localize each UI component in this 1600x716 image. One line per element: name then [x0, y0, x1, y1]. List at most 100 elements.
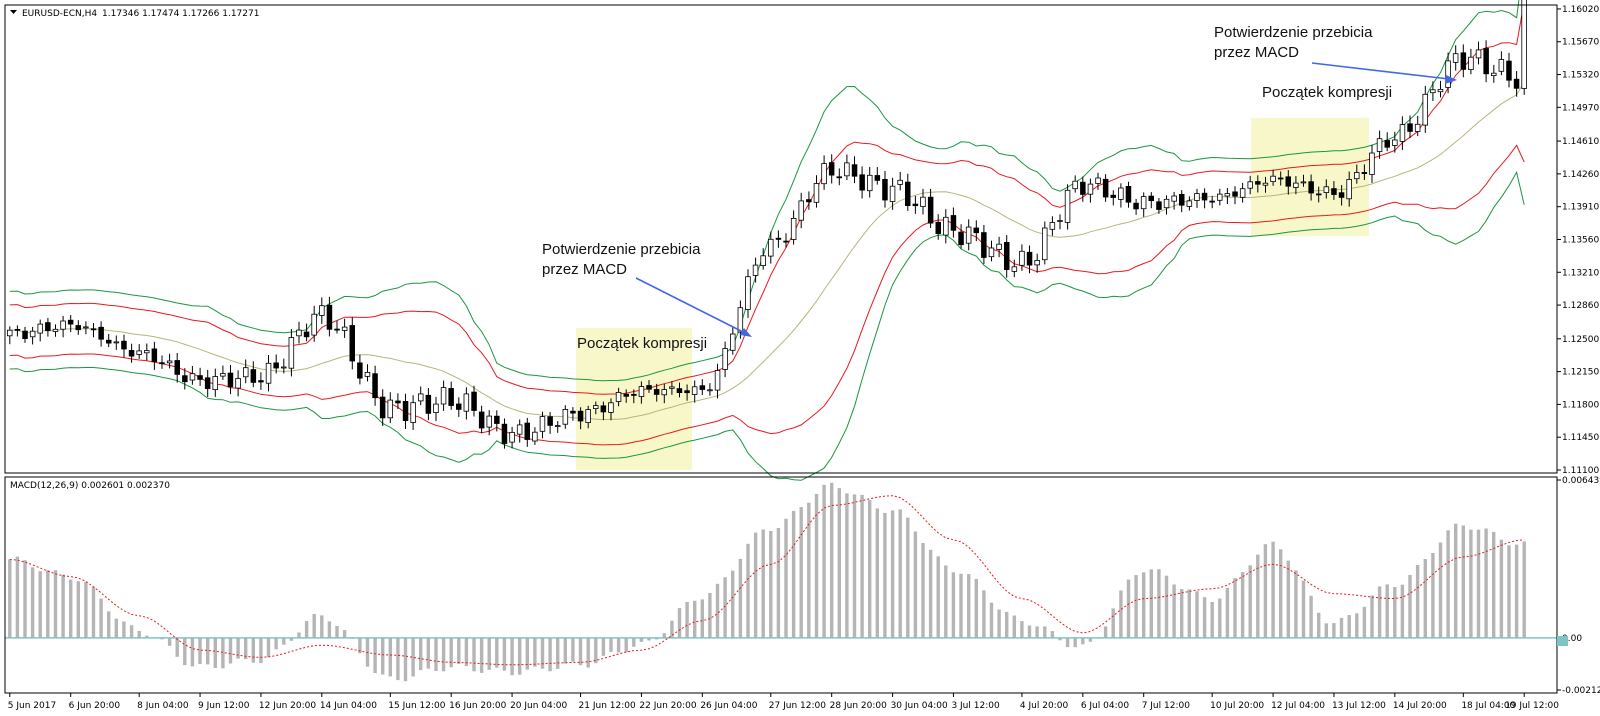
macd-bar: [571, 637, 575, 662]
macd-bar: [731, 570, 735, 638]
macd-bar: [578, 637, 583, 666]
annotations: Potwierdzenie przebicia przez MACD Potwi…: [542, 24, 1457, 352]
candle-body: [851, 164, 858, 177]
time-tick-label: 28 Jun 20:00: [830, 701, 887, 711]
candle-body: [151, 348, 158, 363]
macd-bar: [251, 637, 255, 663]
candle-body: [106, 339, 112, 344]
macd-bar: [145, 635, 149, 638]
macd-bar: [304, 621, 309, 638]
candle-body: [768, 238, 774, 257]
candle-body: [547, 416, 553, 426]
macd-bar: [266, 637, 271, 658]
macd-label: MACD(12,26,9) 0.002601 0.002370: [10, 481, 170, 491]
macd-bar: [989, 602, 994, 638]
candle-body: [1064, 189, 1071, 223]
macd-bar: [784, 518, 788, 638]
macd-bar: [1347, 615, 1351, 638]
candle-body: [1452, 53, 1459, 63]
macd-bar: [1431, 553, 1435, 638]
macd-bar: [540, 637, 545, 669]
bollinger-bands: [9, 0, 1525, 481]
macd-bar: [601, 637, 606, 656]
macd-bar: [183, 637, 187, 666]
macd-bar: [1408, 574, 1412, 638]
candle-body: [60, 320, 66, 330]
macd-bar: [883, 512, 887, 638]
candle-body: [7, 329, 13, 337]
main-price-panel[interactable]: EURUSD-ECN,H4 1.17346 1.17474 1.17266 1.…: [4, 0, 1599, 481]
time-tick-label: 10 Jul 20:00: [1210, 701, 1264, 711]
candle-body: [1392, 139, 1398, 146]
candle-body: [52, 328, 59, 332]
candle-body: [1004, 241, 1010, 270]
macd-bar: [358, 637, 362, 654]
macd-bar: [1263, 544, 1268, 638]
candle-body: [1475, 49, 1482, 59]
candle-body: [1445, 60, 1451, 88]
macd-bar: [563, 637, 567, 664]
candle-body: [1239, 188, 1246, 198]
macd-bar: [1157, 569, 1161, 638]
price-tick-label: 1.11800: [1562, 400, 1599, 410]
time-tick-label: 12 Jul 04:00: [1271, 701, 1325, 711]
candle-body: [943, 216, 949, 236]
candle-body: [265, 362, 272, 384]
candle-body: [1277, 177, 1284, 180]
chevron-down-icon[interactable]: [10, 10, 17, 14]
candle-body: [1422, 93, 1429, 126]
macd-bar: [99, 598, 103, 638]
candle-body: [745, 276, 751, 310]
macd-bar: [373, 637, 377, 673]
candle-body: [296, 329, 302, 337]
macd-bar: [769, 530, 773, 638]
macd-bar: [807, 502, 811, 638]
candle-body: [372, 373, 378, 399]
candle-body: [859, 174, 865, 191]
candle-body: [867, 174, 873, 192]
candle-body: [828, 162, 835, 176]
macd-bar: [791, 510, 796, 638]
time-tick-label: 5 Jun 2017: [8, 701, 56, 711]
macd-bar: [982, 590, 986, 638]
macd-bar: [441, 637, 446, 672]
candle-body: [935, 221, 942, 235]
macd-bar: [1423, 559, 1427, 638]
candle-body: [75, 325, 82, 331]
macd-bar: [479, 637, 484, 673]
macd-bar: [38, 571, 42, 638]
candle-body: [1293, 182, 1299, 188]
macd-bar: [921, 543, 925, 638]
macd-bar: [190, 637, 195, 667]
price-tick-label: 1.13210: [1562, 268, 1599, 278]
macd-bar: [1522, 541, 1526, 638]
macd-bar: [1301, 580, 1306, 638]
candle-body: [1209, 200, 1215, 203]
candle-body: [798, 200, 805, 221]
candle-body: [562, 408, 569, 425]
candle-body: [737, 307, 744, 333]
macd-bar: [69, 579, 73, 638]
macd-bar: [91, 586, 96, 638]
macd-bar: [868, 500, 872, 638]
bollinger-inner-lower: [9, 144, 1525, 446]
candle-body: [905, 181, 911, 207]
macd-bar: [1492, 531, 1496, 638]
macd-bar: [1339, 617, 1344, 638]
candle-body: [615, 391, 622, 402]
macd-bar: [84, 581, 88, 638]
macd-bar: [1119, 590, 1123, 638]
candle-body: [889, 185, 896, 202]
candle-body: [395, 400, 401, 404]
candle-body: [29, 330, 36, 338]
candle-body: [1102, 178, 1109, 198]
time-tick-label: 19 Jul 12:00: [1505, 701, 1559, 711]
macd-panel[interactable]: MACD(12,26,9) 0.002601 0.002370 0.006439…: [4, 476, 1600, 696]
macd-bar: [1134, 575, 1138, 638]
macd-bar: [837, 488, 841, 638]
macd-bar: [221, 637, 225, 669]
candle-body: [524, 422, 531, 440]
macd-bar: [1507, 545, 1511, 638]
macd-bar: [1233, 578, 1237, 638]
candle-body: [608, 402, 614, 413]
